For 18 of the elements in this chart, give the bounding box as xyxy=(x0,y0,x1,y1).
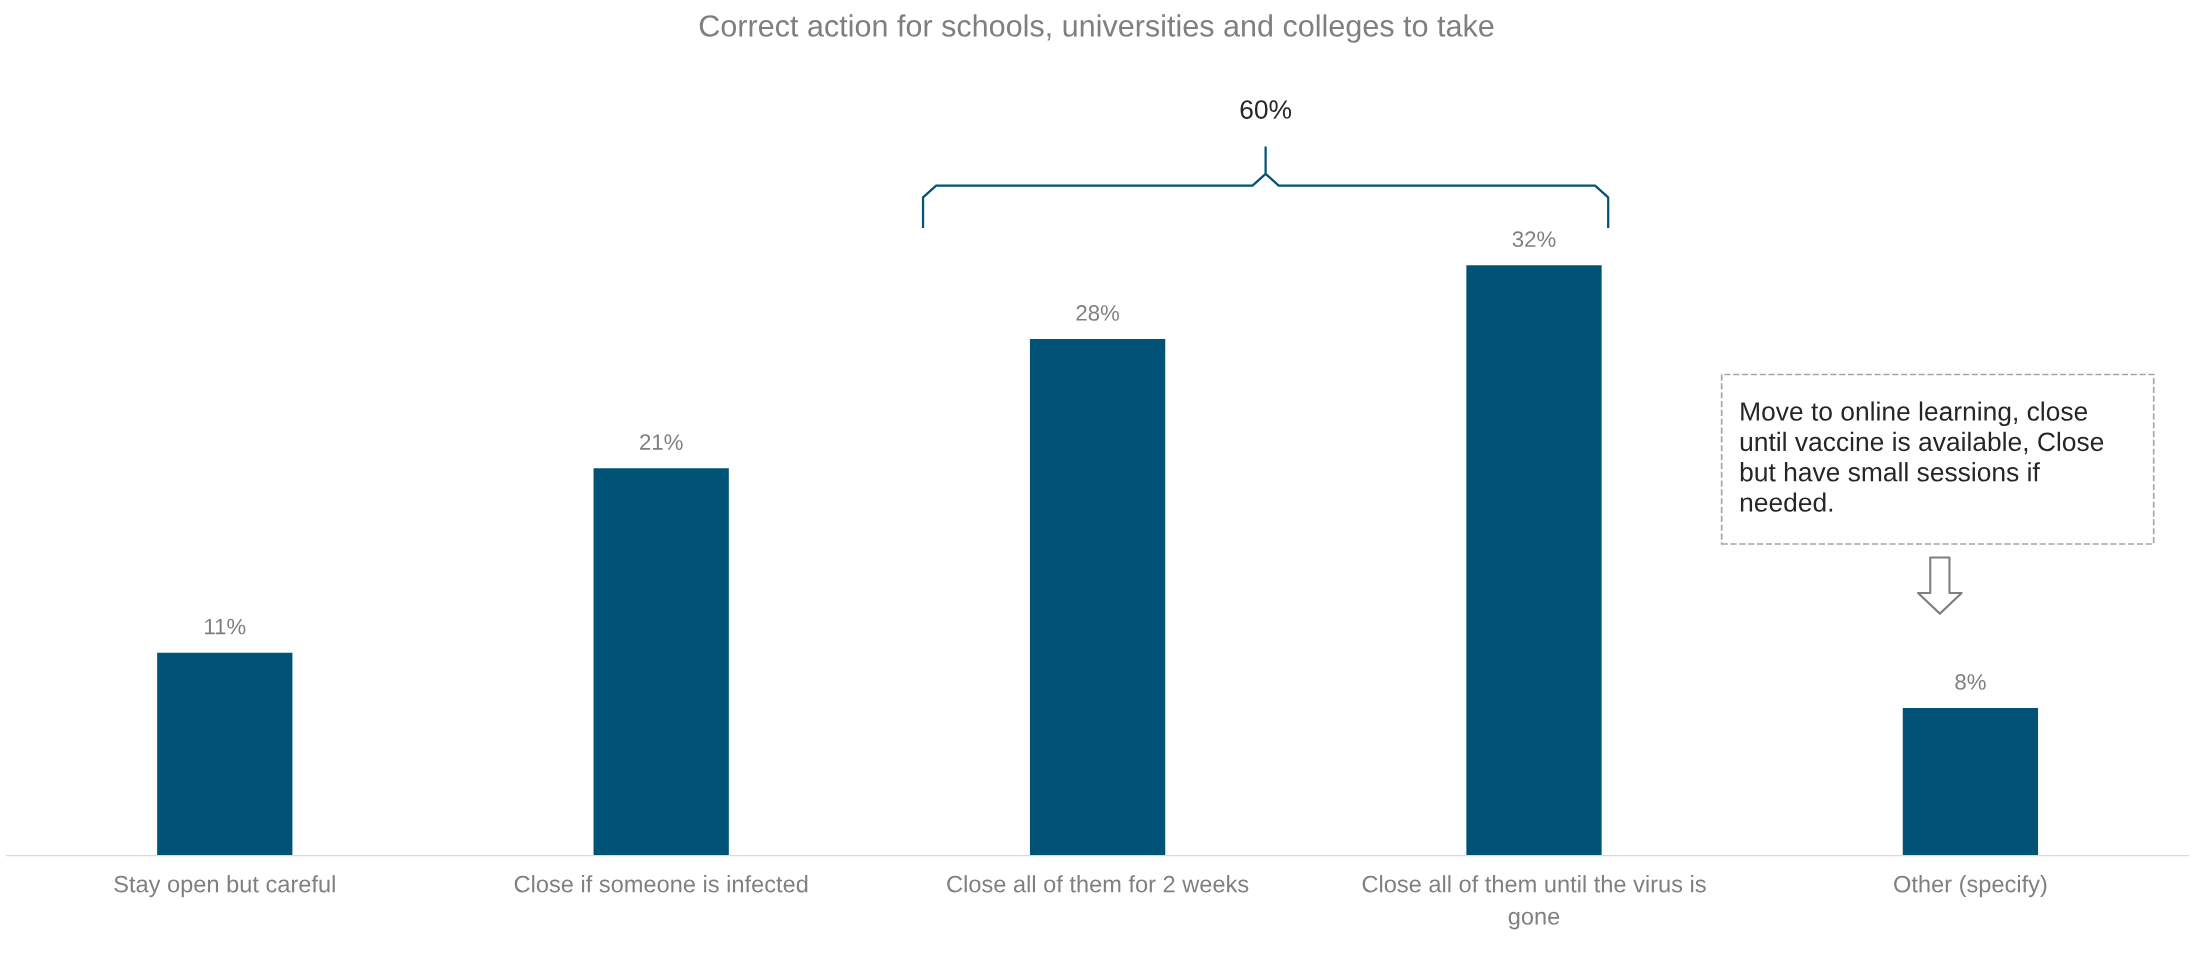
x-tick-label: Close all of them for 2 weeks xyxy=(947,875,1249,893)
bar xyxy=(1902,708,2039,856)
data-label: 32% xyxy=(1512,231,1556,248)
annotation: Move to online learning, close until vaccine is available, Close but have small sessions if needed. xyxy=(1740,401,2104,512)
chart-title: Correct action for schools, universities and colleges to take xyxy=(699,14,1494,43)
bar xyxy=(1466,265,1602,856)
bar xyxy=(1029,339,1166,856)
x-tick-label: Close all of them until the virus is gone xyxy=(1362,875,1706,930)
x-tick-label: Other (specify) xyxy=(1894,875,2047,898)
bar xyxy=(593,468,729,856)
data-label: 28% xyxy=(1076,305,1120,321)
data-label: 8% xyxy=(1955,674,1986,690)
data-label: 11% xyxy=(205,618,246,635)
bar xyxy=(157,652,293,856)
x-tick-label: Close if someone is infected xyxy=(514,875,808,893)
data-label: 21% xyxy=(640,434,683,450)
x-tick-label: Stay open but careful xyxy=(114,875,335,898)
text: 60% xyxy=(1240,100,1292,119)
